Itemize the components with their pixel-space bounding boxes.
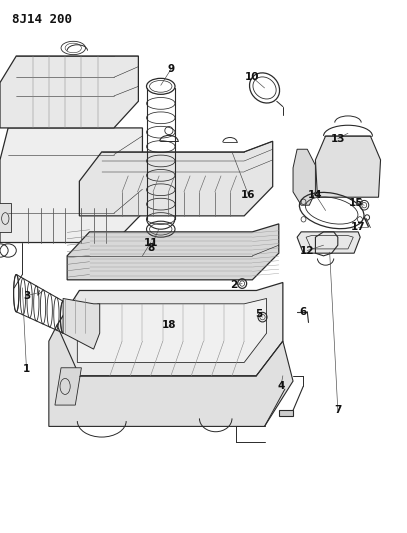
Text: 6: 6: [300, 307, 307, 317]
Text: 9: 9: [167, 64, 175, 74]
Text: 1: 1: [23, 364, 30, 374]
Text: 12: 12: [300, 246, 315, 255]
Text: 18: 18: [162, 320, 176, 330]
Polygon shape: [57, 282, 283, 376]
Text: 11: 11: [143, 238, 158, 247]
Polygon shape: [79, 141, 273, 216]
Text: 5: 5: [255, 310, 262, 319]
Polygon shape: [0, 128, 142, 243]
Text: 8: 8: [147, 243, 154, 253]
Polygon shape: [0, 203, 11, 232]
Text: 13: 13: [330, 134, 345, 143]
Polygon shape: [315, 136, 381, 197]
Text: 3: 3: [23, 291, 30, 301]
Text: 10: 10: [245, 72, 260, 82]
Text: 15: 15: [349, 198, 363, 207]
Text: 16: 16: [241, 190, 256, 199]
Polygon shape: [0, 56, 138, 128]
Polygon shape: [67, 224, 279, 280]
Polygon shape: [63, 298, 100, 349]
Text: 2: 2: [230, 280, 238, 290]
Text: 17: 17: [351, 222, 365, 231]
Polygon shape: [77, 298, 267, 362]
Polygon shape: [49, 325, 293, 426]
Polygon shape: [55, 368, 81, 405]
Text: 4: 4: [277, 382, 284, 391]
Text: 14: 14: [308, 190, 323, 199]
Polygon shape: [279, 410, 293, 416]
Polygon shape: [297, 232, 360, 253]
Polygon shape: [293, 149, 315, 205]
Text: 7: 7: [334, 406, 341, 415]
Text: 8J14 200: 8J14 200: [12, 13, 72, 26]
